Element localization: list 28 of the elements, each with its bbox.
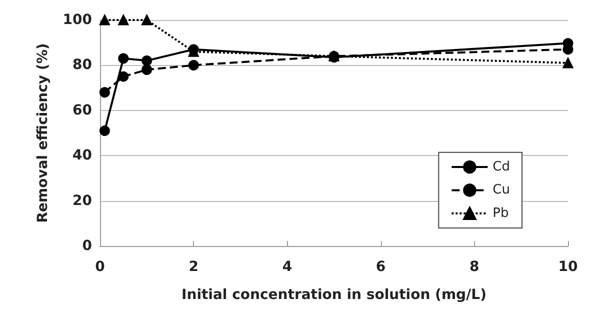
point xyxy=(188,60,199,70)
point xyxy=(99,125,110,136)
y-axis-title: Removal efficiency (%) xyxy=(35,43,51,223)
x-tick-label: 6 xyxy=(376,259,386,275)
point xyxy=(142,64,152,75)
legend-label: Pb xyxy=(492,206,509,221)
x-tick-label: 4 xyxy=(282,259,292,275)
point xyxy=(118,71,129,82)
y-tick-label: 80 xyxy=(72,57,92,74)
point xyxy=(142,14,152,26)
legend-label: Cd xyxy=(492,160,510,174)
x-tick-label: 8 xyxy=(470,259,480,275)
point xyxy=(99,14,110,26)
y-tick-label: 20 xyxy=(72,192,92,209)
point xyxy=(142,55,152,66)
point xyxy=(118,14,129,26)
legend-label: Cu xyxy=(492,182,510,198)
y-tick-label: 40 xyxy=(72,148,92,164)
point xyxy=(118,53,129,64)
y-tick-label: 0 xyxy=(82,238,92,254)
y-tick-label: 60 xyxy=(72,102,92,118)
x-tick-label: 0 xyxy=(95,259,106,275)
point xyxy=(562,58,574,68)
y-tick-label: 100 xyxy=(62,12,92,28)
x-tick-label: 2 xyxy=(188,259,198,275)
point xyxy=(99,87,110,98)
x-axis-title: Initial concentration in solution (mg/L) xyxy=(182,287,486,303)
x-tick-label: 10 xyxy=(558,259,578,275)
